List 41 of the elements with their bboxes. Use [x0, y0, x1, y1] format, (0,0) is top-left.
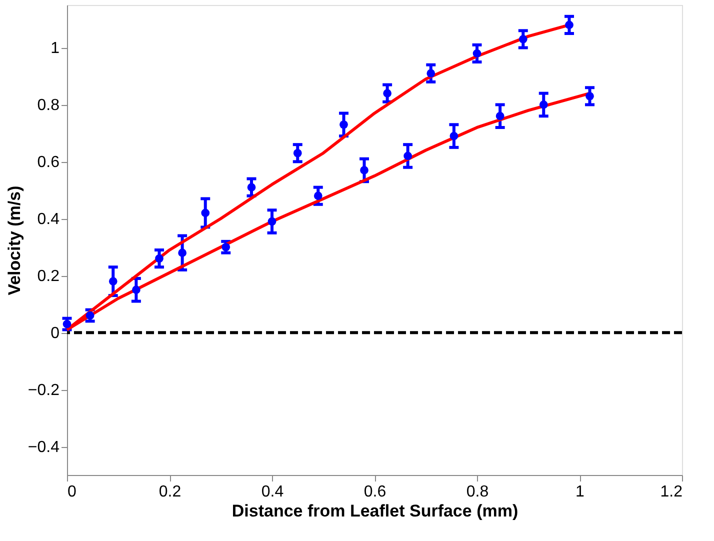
point: [383, 89, 392, 98]
point: [155, 254, 164, 263]
point: [314, 192, 322, 200]
point: [472, 49, 482, 58]
x-axis-title: Distance from Leaflet Surface (mm): [232, 502, 518, 520]
y-tick-label: 0.4: [37, 211, 60, 228]
y-tick-label: −0.2: [28, 382, 60, 400]
point: [496, 112, 504, 120]
point: [518, 35, 528, 44]
point: [426, 69, 436, 78]
x-tick-label: 0.8: [466, 484, 489, 500]
point: [404, 152, 412, 160]
point: [62, 320, 72, 328]
y-tick-label: 0: [50, 325, 60, 342]
point: [586, 92, 594, 100]
point: [539, 100, 548, 109]
y-axis-title: Velocity (m/s): [4, 186, 24, 296]
x-tick-label: 1.2: [660, 484, 683, 500]
point: [178, 248, 186, 257]
x-tick-label: 0.6: [364, 484, 386, 500]
x-tick-label: 0.4: [261, 484, 284, 500]
point: [222, 242, 230, 252]
point: [565, 20, 574, 30]
x-tick-label: 1: [576, 484, 585, 500]
x-tick-label: 0.2: [158, 484, 182, 500]
y-tick-label: 1: [50, 40, 60, 58]
point: [108, 277, 118, 286]
y-tick-label: 0.6: [37, 154, 60, 172]
point: [247, 183, 256, 192]
point: [293, 148, 302, 158]
point: [340, 120, 348, 129]
point: [360, 166, 368, 174]
y-tick-label: 0.2: [37, 268, 60, 286]
point: [132, 286, 140, 294]
y-tick-label: −0.4: [28, 439, 60, 456]
point: [450, 132, 458, 140]
point: [201, 208, 210, 218]
x-tick-label: 0: [68, 484, 76, 500]
point: [268, 217, 276, 226]
point: [86, 311, 94, 320]
y-tick-label: 0.8: [37, 97, 60, 114]
